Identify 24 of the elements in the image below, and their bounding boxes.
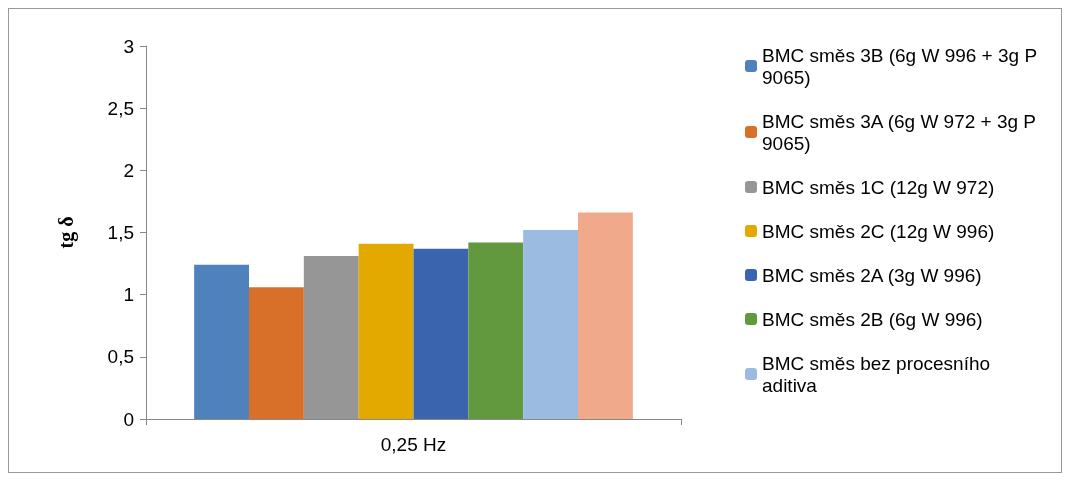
legend-label: BMC směs bez procesního aditiva (762, 352, 996, 396)
x-tick-label: 0,25 Hz (380, 434, 447, 455)
legend-label: BMC směs 1C (12g W 972) (762, 176, 995, 198)
bar (194, 264, 249, 419)
legend-label: BMC směs 3A (6g W 972 + 3g P 9065) (762, 110, 1041, 154)
y-tick-label: 2,5 (107, 97, 134, 119)
legend-label: BMC směs 2B (6g W 996) (762, 308, 983, 330)
y-axis-title: tg δ (55, 216, 78, 249)
y-tick-label: 1 (123, 284, 134, 306)
bar (523, 230, 579, 419)
legend-label: BMC směs 2A (3g W 996) (762, 264, 982, 286)
bar (468, 242, 524, 419)
bar (303, 256, 359, 419)
legend-label: BMC směs 2C (12g W 996) (762, 220, 995, 242)
bar (248, 287, 304, 419)
y-tick-label: 0,5 (107, 346, 134, 368)
y-tick-label: 0 (123, 408, 134, 430)
bar (358, 243, 414, 419)
bar (413, 248, 469, 419)
y-tick-label: 2 (123, 159, 134, 181)
y-tick-label: 3 (123, 35, 134, 57)
bar (578, 212, 633, 419)
y-tick-label: 1,5 (107, 222, 134, 243)
legend-label: BMC směs 3B (6g W 996 + 3g P 9065) (762, 44, 1043, 88)
